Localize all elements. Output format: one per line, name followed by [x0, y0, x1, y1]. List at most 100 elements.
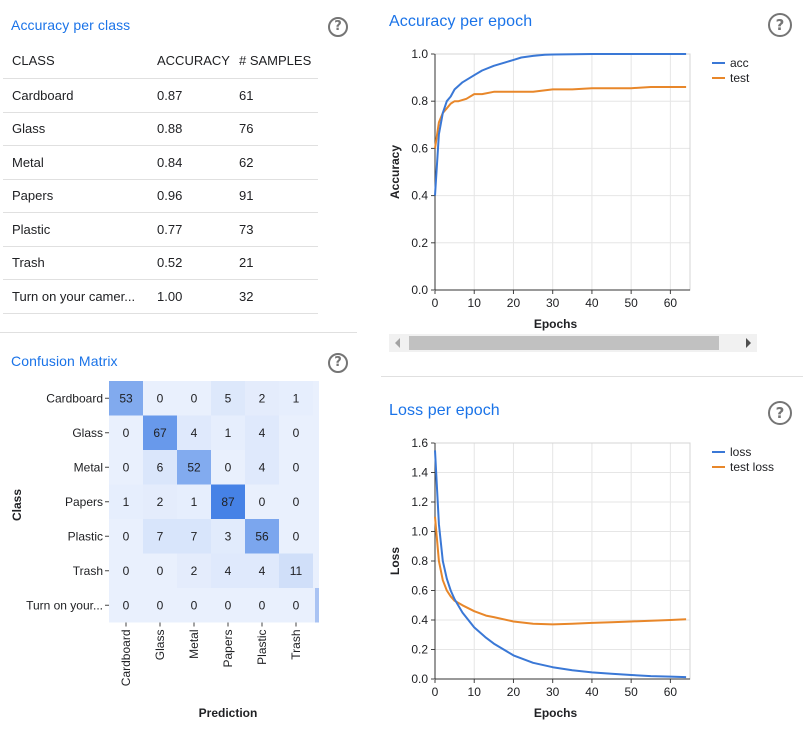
y-tick-label: 0.0 [411, 672, 428, 686]
y-tick-label: 0.2 [411, 236, 428, 250]
matrix-cell-value: 0 [225, 598, 232, 612]
matrix-cell [143, 381, 177, 416]
col-tick-label: Cardboard [119, 630, 133, 687]
class-cell: Turn on your camer... [12, 288, 136, 304]
legend-label: loss [730, 445, 751, 459]
matrix-cell [279, 519, 313, 554]
y-tick-label: 1.0 [411, 525, 428, 539]
matrix-cell [109, 553, 143, 588]
matrix-cell-value: 0 [123, 529, 130, 543]
matrix-cell-value: 1 [225, 426, 232, 440]
help-icon[interactable]: ? [328, 17, 348, 37]
column-header-class: CLASS [12, 53, 55, 68]
class-cell: Plastic [12, 221, 51, 237]
matrix-cell-value: 1 [293, 391, 300, 405]
matrix-cell-value: 5 [225, 391, 232, 405]
accuracy-cell: 0.96 [157, 188, 183, 204]
matrix-cell-value: 0 [123, 460, 130, 474]
series-line-test-loss [434, 516, 687, 626]
scroll-left-arrow-icon[interactable] [395, 338, 400, 348]
y-axis-label: Accuracy [388, 145, 402, 199]
matrix-cell-value: 4 [191, 426, 198, 440]
y-tick-label: 0.6 [411, 141, 428, 155]
matrix-cell [143, 553, 177, 588]
matrix-cell [143, 415, 177, 450]
x-tick-label: 40 [585, 296, 599, 310]
col-tick-label: Glass [153, 630, 167, 661]
table-row: Turn on your camer... 1.00 32 [3, 280, 318, 314]
table-row: Glass 0.88 76 [3, 113, 318, 146]
accuracy-cell: 0.52 [157, 255, 183, 271]
matrix-cell-value: 52 [187, 460, 201, 474]
matrix-cell [177, 588, 211, 623]
y-tick-label: 0.4 [411, 189, 428, 203]
samples-cell: 32 [239, 288, 254, 304]
matrix-cell-value: 0 [293, 426, 300, 440]
row-tick-label: Metal [74, 460, 103, 474]
matrix-cell-value: 0 [157, 391, 164, 405]
class-cell: Trash [12, 255, 45, 271]
matrix-cell [211, 553, 245, 588]
series-line-test [434, 86, 687, 149]
accuracy-per-epoch-title: Accuracy per epoch [389, 13, 533, 30]
samples-cell: 76 [239, 121, 254, 137]
table-row: Trash 0.52 21 [3, 247, 318, 280]
table-header: CLASS ACCURACY # SAMPLES [3, 43, 318, 79]
matrix-cell [177, 484, 211, 519]
y-tick-label: 1.0 [411, 47, 428, 61]
y-tick-label: 1.2 [411, 495, 428, 509]
matrix-cell-value: 7 [157, 529, 164, 543]
legend-label: test [730, 71, 750, 85]
matrix-cell-value: 0 [259, 598, 266, 612]
scroll-right-arrow-icon[interactable] [746, 338, 751, 348]
matrix-cell [279, 553, 313, 588]
matrix-cell [245, 450, 279, 485]
matrix-cell [211, 381, 245, 416]
matrix-cell [279, 450, 313, 485]
samples-cell: 61 [239, 87, 254, 103]
matrix-cell-value: 0 [293, 529, 300, 543]
matrix-cell [177, 381, 211, 416]
scroll-thumb[interactable] [409, 336, 719, 350]
matrix-cell-value: 0 [293, 495, 300, 509]
matrix-cell-value: 0 [293, 460, 300, 474]
help-icon[interactable]: ? [768, 401, 792, 425]
matrix-cell [109, 450, 143, 485]
matrix-cell [211, 415, 245, 450]
matrix-cell-value: 67 [153, 426, 167, 440]
matrix-cell [177, 450, 211, 485]
table-row: Plastic 0.77 73 [3, 213, 318, 247]
samples-cell: 21 [239, 255, 254, 271]
accuracy-per-class-title: Accuracy per class [11, 17, 131, 33]
y-tick-label: 0.8 [411, 554, 428, 568]
matrix-cell [143, 588, 177, 623]
matrix-cell-value: 0 [123, 598, 130, 612]
help-icon[interactable]: ? [768, 13, 792, 37]
legend-label: test loss [730, 460, 774, 474]
row-tick-label: Cardboard [46, 391, 103, 405]
accuracy-cell: 0.87 [157, 87, 183, 103]
matrix-cell-value: 4 [225, 564, 232, 578]
matrix-cell-value: 6 [157, 460, 164, 474]
matrix-cell [211, 450, 245, 485]
matrix-cell [177, 519, 211, 554]
matrix-cell-value: 0 [259, 495, 266, 509]
matrix-cell-value: 2 [157, 495, 164, 509]
matrix-cell [109, 588, 143, 623]
help-icon[interactable]: ? [328, 353, 348, 373]
matrix-cell-value: 0 [191, 391, 198, 405]
table-row: Papers 0.96 91 [3, 180, 318, 213]
x-axis-label: Prediction [199, 706, 258, 720]
matrix-cell [245, 553, 279, 588]
accuracy-cell: 1.00 [157, 288, 183, 304]
y-tick-label: 0.6 [411, 584, 428, 598]
matrix-cell [279, 415, 313, 450]
matrix-cell [279, 381, 313, 416]
matrix-cell [245, 484, 279, 519]
accuracy-table: CLASS ACCURACY # SAMPLES Cardboard 0.87 61… [3, 43, 318, 314]
matrix-cell [109, 519, 143, 554]
y-tick-label: 0.2 [411, 643, 428, 657]
horizontal-scrollbar[interactable] [389, 334, 757, 352]
loss-per-epoch-chart: 0.0 0.2 0.4 0.6 0.8 1.0 1.2 1.4 1.6 0 10 20 30 40 50 60… [388, 436, 774, 720]
